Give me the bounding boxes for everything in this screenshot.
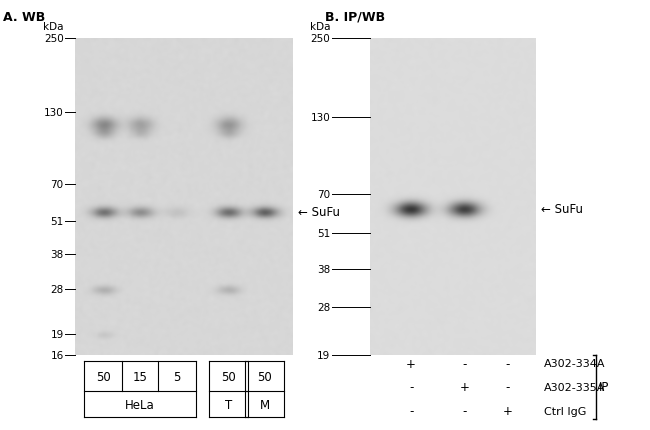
- Text: M: M: [259, 398, 270, 411]
- Text: 15: 15: [133, 370, 148, 383]
- Text: 19: 19: [317, 350, 330, 360]
- Text: 51: 51: [51, 216, 64, 226]
- Text: 130: 130: [44, 108, 64, 118]
- Text: -: -: [505, 381, 510, 393]
- Text: 28: 28: [317, 302, 330, 312]
- Text: 70: 70: [51, 179, 64, 190]
- Text: A302-334A: A302-334A: [544, 358, 606, 369]
- Text: 50: 50: [257, 370, 272, 383]
- Text: -: -: [462, 404, 467, 417]
- Text: 16: 16: [51, 350, 64, 360]
- Text: HeLa: HeLa: [125, 398, 155, 411]
- Text: IP: IP: [599, 381, 610, 393]
- Text: -: -: [409, 381, 413, 393]
- Text: Ctrl IgG: Ctrl IgG: [544, 405, 586, 416]
- Text: 38: 38: [51, 250, 64, 260]
- Text: -: -: [505, 357, 510, 370]
- Text: +: +: [460, 381, 469, 393]
- Text: +: +: [406, 357, 416, 370]
- Text: ← SuFu: ← SuFu: [541, 203, 584, 215]
- Text: 50: 50: [96, 370, 111, 383]
- Text: 50: 50: [221, 370, 235, 383]
- Text: B. IP/WB: B. IP/WB: [325, 11, 385, 24]
- Text: 19: 19: [51, 329, 64, 339]
- Text: A. WB: A. WB: [3, 11, 46, 24]
- Text: -: -: [409, 404, 413, 417]
- Text: -: -: [462, 357, 467, 370]
- Text: T: T: [225, 398, 232, 411]
- Text: 130: 130: [311, 113, 330, 123]
- Text: 38: 38: [317, 264, 330, 274]
- Text: 5: 5: [173, 370, 180, 383]
- Text: ← SuFu: ← SuFu: [298, 206, 340, 218]
- Text: 70: 70: [317, 190, 330, 200]
- Text: 51: 51: [317, 228, 330, 238]
- Text: 28: 28: [51, 285, 64, 295]
- Text: kDa: kDa: [43, 22, 64, 32]
- Text: A302-335A: A302-335A: [544, 382, 605, 392]
- Text: kDa: kDa: [309, 22, 330, 32]
- Text: 250: 250: [311, 34, 330, 44]
- Text: 250: 250: [44, 34, 64, 44]
- Text: +: +: [502, 404, 512, 417]
